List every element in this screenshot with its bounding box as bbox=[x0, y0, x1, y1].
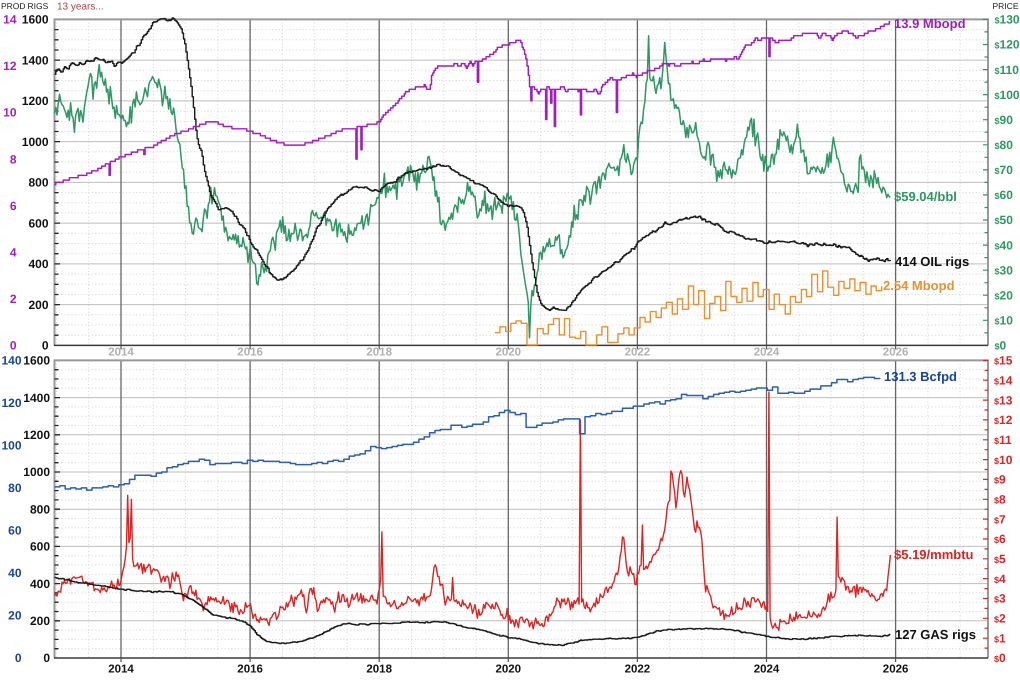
svg-text:600: 600 bbox=[30, 540, 50, 554]
svg-text:13 years...: 13 years... bbox=[57, 2, 104, 13]
svg-text:12: 12 bbox=[3, 59, 17, 73]
svg-text:PROD: PROD bbox=[1, 1, 26, 11]
svg-text:$70: $70 bbox=[995, 163, 1014, 177]
svg-text:$15: $15 bbox=[994, 354, 1013, 368]
svg-text:$12: $12 bbox=[994, 413, 1013, 427]
svg-text:20: 20 bbox=[8, 609, 22, 623]
svg-text:1000: 1000 bbox=[22, 135, 49, 149]
svg-text:200: 200 bbox=[30, 614, 50, 628]
svg-text:2026: 2026 bbox=[883, 347, 909, 359]
svg-text:2026: 2026 bbox=[883, 664, 909, 676]
svg-text:8: 8 bbox=[10, 152, 17, 166]
svg-text:2022: 2022 bbox=[625, 347, 651, 359]
svg-text:600: 600 bbox=[28, 216, 48, 230]
svg-text:$80: $80 bbox=[995, 138, 1014, 152]
svg-text:$10: $10 bbox=[994, 453, 1013, 467]
svg-text:$90: $90 bbox=[995, 113, 1014, 127]
svg-text:2022: 2022 bbox=[625, 664, 651, 676]
svg-text:$120: $120 bbox=[995, 38, 1020, 52]
svg-text:$6: $6 bbox=[994, 532, 1006, 546]
svg-text:800: 800 bbox=[30, 502, 50, 516]
svg-text:1400: 1400 bbox=[23, 391, 50, 405]
svg-text:$3: $3 bbox=[994, 592, 1006, 606]
svg-text:$30: $30 bbox=[995, 263, 1014, 277]
svg-text:$130: $130 bbox=[995, 13, 1020, 27]
svg-text:$110: $110 bbox=[995, 63, 1020, 77]
svg-text:2020: 2020 bbox=[496, 347, 522, 359]
svg-text:2024: 2024 bbox=[754, 664, 780, 676]
svg-text:PRICE: PRICE bbox=[993, 1, 1019, 11]
svg-text:400: 400 bbox=[28, 257, 48, 271]
svg-text:$1: $1 bbox=[994, 631, 1006, 645]
svg-text:2.54 Mbopd: 2.54 Mbopd bbox=[883, 278, 955, 293]
svg-text:2016: 2016 bbox=[237, 664, 263, 676]
svg-text:$0: $0 bbox=[994, 651, 1006, 665]
svg-text:$14: $14 bbox=[994, 373, 1013, 387]
svg-text:$9: $9 bbox=[994, 473, 1006, 487]
svg-text:$100: $100 bbox=[995, 88, 1020, 102]
svg-text:$13: $13 bbox=[994, 393, 1013, 407]
svg-text:1600: 1600 bbox=[23, 354, 50, 368]
svg-text:$20: $20 bbox=[995, 288, 1014, 302]
svg-text:$59.04/bbl: $59.04/bbl bbox=[894, 189, 957, 204]
svg-text:1600: 1600 bbox=[22, 13, 49, 27]
svg-text:$10: $10 bbox=[995, 314, 1014, 328]
svg-text:2016: 2016 bbox=[237, 347, 263, 359]
svg-text:4: 4 bbox=[10, 245, 17, 259]
svg-text:0: 0 bbox=[42, 339, 49, 353]
svg-text:$8: $8 bbox=[994, 492, 1006, 506]
svg-text:0: 0 bbox=[15, 651, 22, 665]
svg-text:1000: 1000 bbox=[23, 465, 50, 479]
svg-text:$4: $4 bbox=[994, 572, 1006, 586]
svg-text:800: 800 bbox=[28, 176, 48, 190]
svg-text:2018: 2018 bbox=[366, 664, 392, 676]
svg-text:0: 0 bbox=[10, 339, 17, 353]
svg-text:200: 200 bbox=[28, 298, 48, 312]
svg-text:140: 140 bbox=[1, 354, 21, 368]
svg-text:0: 0 bbox=[43, 651, 50, 665]
svg-text:131.3 Bcfpd: 131.3 Bcfpd bbox=[884, 369, 957, 384]
svg-text:2014: 2014 bbox=[108, 664, 134, 676]
svg-text:13.9 Mbopd: 13.9 Mbopd bbox=[894, 16, 966, 31]
svg-text:400: 400 bbox=[30, 577, 50, 591]
svg-text:$5: $5 bbox=[994, 552, 1006, 566]
svg-text:$11: $11 bbox=[994, 433, 1012, 447]
svg-text:2: 2 bbox=[10, 292, 17, 306]
svg-text:2024: 2024 bbox=[754, 347, 780, 359]
svg-text:100: 100 bbox=[1, 439, 21, 453]
svg-text:1200: 1200 bbox=[23, 428, 50, 442]
svg-text:$60: $60 bbox=[995, 188, 1014, 202]
svg-text:$2: $2 bbox=[994, 612, 1006, 626]
svg-text:14: 14 bbox=[3, 13, 17, 27]
svg-text:80: 80 bbox=[8, 481, 22, 495]
svg-text:1200: 1200 bbox=[22, 94, 49, 108]
svg-text:$0: $0 bbox=[995, 339, 1007, 353]
svg-text:$50: $50 bbox=[995, 213, 1014, 227]
svg-text:10: 10 bbox=[3, 106, 17, 120]
svg-text:$40: $40 bbox=[995, 238, 1014, 252]
svg-text:60: 60 bbox=[8, 524, 22, 538]
svg-text:$5.19/mmbtu: $5.19/mmbtu bbox=[894, 547, 974, 562]
svg-text:1400: 1400 bbox=[22, 53, 49, 67]
svg-text:RIGS: RIGS bbox=[28, 1, 49, 11]
svg-text:2014: 2014 bbox=[108, 347, 134, 359]
svg-text:6: 6 bbox=[10, 199, 17, 213]
svg-text:414 OIL rigs: 414 OIL rigs bbox=[895, 254, 969, 269]
svg-text:120: 120 bbox=[1, 396, 21, 410]
svg-text:40: 40 bbox=[8, 566, 22, 580]
svg-text:2020: 2020 bbox=[496, 664, 522, 676]
svg-text:2018: 2018 bbox=[366, 347, 392, 359]
svg-text:$7: $7 bbox=[994, 512, 1006, 526]
svg-text:127 GAS rigs: 127 GAS rigs bbox=[895, 627, 976, 642]
